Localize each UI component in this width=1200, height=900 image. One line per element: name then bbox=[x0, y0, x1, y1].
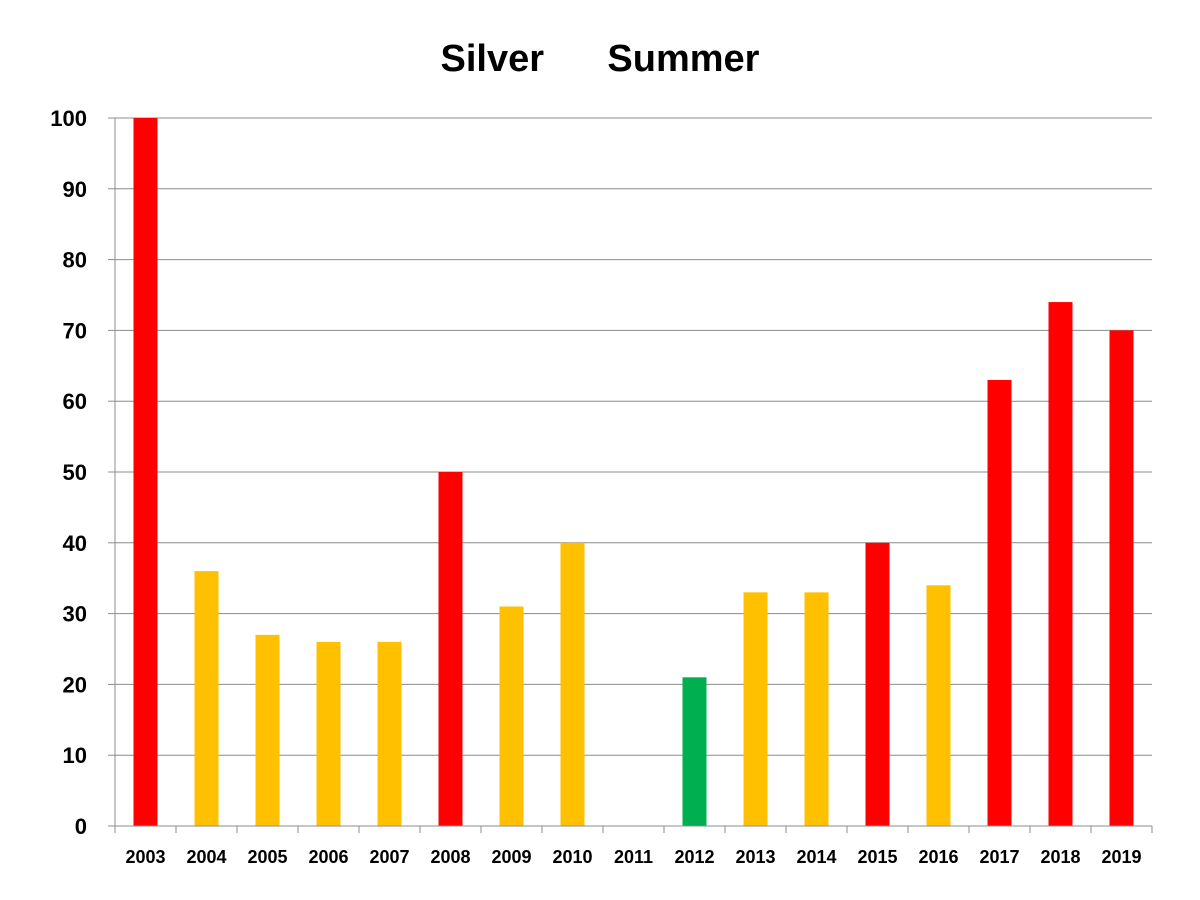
x-tick-label: 2015 bbox=[857, 847, 897, 867]
bar-2016 bbox=[926, 585, 951, 826]
y-tick-label: 50 bbox=[63, 460, 87, 485]
x-tick-label: 2014 bbox=[796, 847, 836, 867]
bar-2009 bbox=[499, 606, 524, 826]
bar-2012 bbox=[682, 677, 707, 826]
y-tick-label: 80 bbox=[63, 248, 87, 273]
x-tick-label: 2003 bbox=[125, 847, 165, 867]
x-tick-label: 2009 bbox=[491, 847, 531, 867]
y-tick-label: 70 bbox=[63, 318, 87, 343]
bar-2019 bbox=[1109, 330, 1134, 826]
bar-2013 bbox=[743, 592, 768, 826]
y-tick-label: 40 bbox=[63, 531, 87, 556]
x-tick-label: 2011 bbox=[614, 847, 653, 867]
bar-2006 bbox=[316, 641, 341, 826]
x-tick-label: 2008 bbox=[430, 847, 470, 867]
x-tick-label: 2010 bbox=[552, 847, 592, 867]
x-tick-label: 2004 bbox=[186, 847, 226, 867]
chart-title: Silver Summer bbox=[440, 38, 760, 80]
x-tick-label: 2006 bbox=[308, 847, 348, 867]
y-tick-label: 10 bbox=[63, 743, 87, 768]
y-tick-label: 90 bbox=[63, 177, 87, 202]
x-tick-label: 2017 bbox=[979, 847, 1019, 867]
y-tick-label: 60 bbox=[63, 389, 87, 414]
y-tick-label: 30 bbox=[63, 602, 87, 627]
x-tick-label: 2012 bbox=[674, 847, 714, 867]
x-tick-label: 2019 bbox=[1101, 847, 1141, 867]
x-tick-label: 2018 bbox=[1040, 847, 1080, 867]
x-tick-label: 2005 bbox=[247, 847, 287, 867]
x-tick-label: 2007 bbox=[369, 847, 409, 867]
bar-2015 bbox=[865, 542, 890, 826]
x-tick-label: 2013 bbox=[735, 847, 775, 867]
bar-2014 bbox=[804, 592, 829, 826]
bar-2008 bbox=[438, 472, 463, 826]
y-tick-label: 100 bbox=[50, 106, 87, 131]
bar-2007 bbox=[377, 641, 402, 826]
bar-2005 bbox=[255, 634, 280, 826]
bar-2017 bbox=[987, 379, 1012, 826]
y-tick-label: 0 bbox=[75, 814, 87, 839]
bar-2010 bbox=[560, 542, 585, 826]
bar-2003 bbox=[133, 118, 158, 826]
y-tick-label: 20 bbox=[63, 672, 87, 697]
bar-2004 bbox=[194, 571, 219, 826]
x-tick-label: 2016 bbox=[918, 847, 958, 867]
bar-2018 bbox=[1048, 302, 1073, 827]
